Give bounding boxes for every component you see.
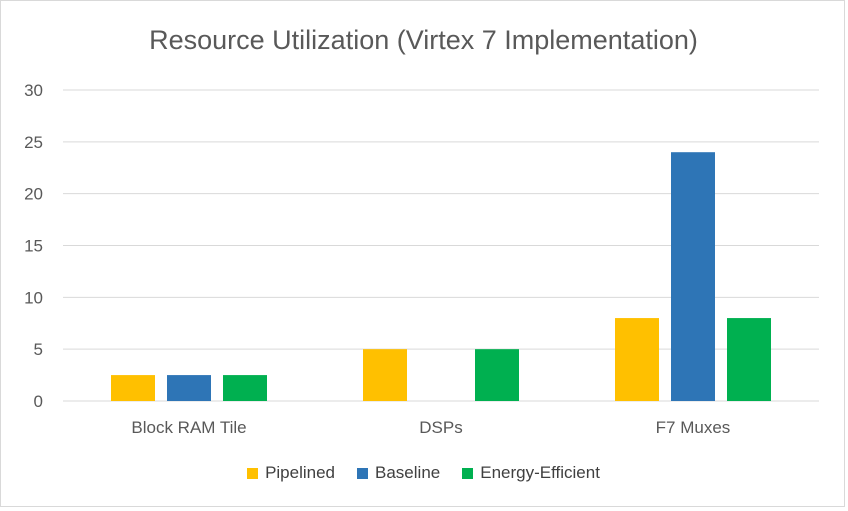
bar-pipelined-2[interactable] xyxy=(363,349,407,401)
legend-label: Energy-Efficient xyxy=(480,463,600,482)
chart-title: Resource Utilization (Virtex 7 Implement… xyxy=(149,25,698,55)
y-tick-label: 20 xyxy=(24,185,43,204)
y-tick-label: 5 xyxy=(34,340,43,359)
bar-energy-efficient-1[interactable] xyxy=(223,375,267,401)
x-tick-label: Block RAM Tile xyxy=(131,418,246,437)
legend-item[interactable]: Pipelined xyxy=(247,463,335,483)
legend-item[interactable]: Energy-Efficient xyxy=(462,463,600,483)
bar-baseline-1[interactable] xyxy=(167,375,211,401)
legend-label: Pipelined xyxy=(265,463,336,482)
legend-swatch xyxy=(462,467,474,479)
x-tick-label: DSPs xyxy=(419,418,462,437)
y-tick-label: 15 xyxy=(24,237,43,256)
bar-pipelined-3[interactable] xyxy=(615,318,659,401)
y-tick-label: 30 xyxy=(24,81,43,100)
legend-swatch xyxy=(247,467,259,479)
legend-item[interactable]: Baseline xyxy=(357,463,440,483)
chart-legend: Pipelined Baseline Energy-Efficient xyxy=(1,463,846,483)
bar-energy-efficient-2[interactable] xyxy=(475,349,519,401)
bar-energy-efficient-3[interactable] xyxy=(727,318,771,401)
bar-baseline-3[interactable] xyxy=(671,152,715,401)
y-tick-label: 25 xyxy=(24,133,43,152)
y-tick-label: 0 xyxy=(34,392,43,411)
y-tick-label: 10 xyxy=(24,288,43,307)
x-tick-label: F7 Muxes xyxy=(656,418,731,437)
bar-pipelined-1[interactable] xyxy=(111,375,155,401)
legend-label: Baseline xyxy=(375,463,441,482)
legend-swatch xyxy=(357,467,369,479)
